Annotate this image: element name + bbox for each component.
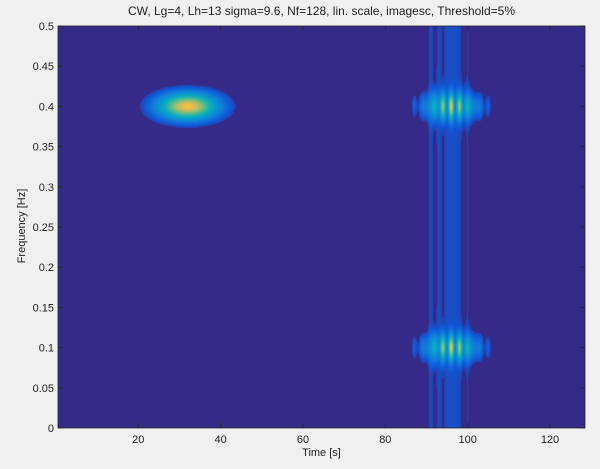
x-tick-label: 60 [297,434,309,446]
x-tick-label: 40 [215,434,227,446]
x-tick-label: 120 [541,434,559,446]
y-tick-label: 0.25 [33,222,54,234]
y-tick-label: 0.5 [39,21,54,33]
y-tick-label: 0 [48,423,54,435]
y-tick-label: 0.3 [39,182,54,194]
y-tick-label: 0.45 [33,61,54,73]
y-axis: 0 0.05 0.1 0.15 0.2 0.25 0.3 0.35 0.4 0.45 0.5 [33,21,585,435]
chart-title: CW, Lg=4, Lh=13 sigma=9.6, Nf=128, lin. … [128,4,515,18]
heatmap-canvas [58,26,585,428]
x-tick-label: 20 [132,434,144,446]
y-axis-label: Frequency [Hz] [16,188,28,264]
y-tick-label: 0.15 [33,302,54,314]
y-tick-label: 0.2 [39,262,54,274]
y-tick-label: 0.05 [33,383,54,395]
y-tick-label: 0.4 [39,101,54,113]
x-tick-label: 100 [458,434,476,446]
y-tick-label: 0.1 [39,343,54,355]
x-axis-label: Time [s] [302,447,341,459]
heatmap-container [58,26,585,428]
x-axis: 20 40 60 80 100 120 [132,26,559,446]
y-tick-label: 0.35 [33,142,54,154]
x-tick-label: 80 [379,434,391,446]
